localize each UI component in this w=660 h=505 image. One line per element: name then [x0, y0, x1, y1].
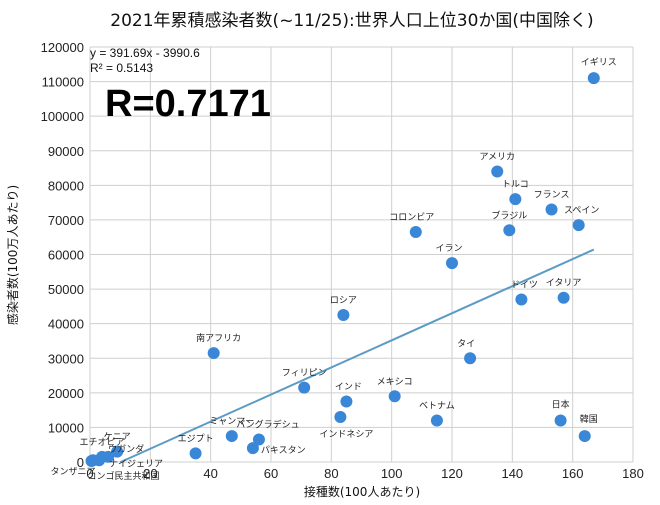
trendline-equation: y = 391.69x - 3990.6: [90, 46, 200, 60]
x-tick-label: 140: [501, 466, 523, 481]
point-label: ケニア: [104, 432, 131, 443]
y-tick-label: 10000: [48, 420, 84, 435]
point-label: インド: [335, 382, 362, 392]
data-point: [509, 193, 522, 206]
point-label: ミャンマー: [209, 417, 254, 427]
point-label: エチオピア: [80, 437, 125, 448]
data-point: [340, 395, 353, 408]
x-tick-label: 80: [324, 466, 338, 481]
data-point: [557, 291, 570, 304]
y-tick-label: 60000: [48, 248, 84, 263]
data-point: [409, 226, 422, 239]
point-label: スペイン: [564, 206, 599, 216]
data-point: [515, 293, 528, 306]
data-point: [554, 414, 567, 427]
point-label: タイ: [457, 338, 475, 349]
point-label: ナイジェリア: [109, 458, 163, 469]
y-tick-label: 0: [77, 455, 84, 470]
data-point: [572, 219, 585, 232]
point-label: ウガンダ: [108, 443, 144, 455]
point-label: ロシア: [330, 296, 357, 306]
data-point: [85, 454, 98, 467]
point-label: パキスタン: [261, 445, 306, 456]
point-label: ベトナム: [419, 401, 455, 412]
x-tick-label: 20: [143, 466, 157, 481]
data-point: [102, 450, 115, 463]
data-point: [334, 411, 347, 424]
data-point: [207, 347, 220, 360]
r-squared-label: R² = 0.5143: [90, 61, 153, 75]
r-value-label: R=0.7171: [105, 83, 271, 125]
y-tick-label: 70000: [48, 213, 84, 228]
data-point: [587, 72, 600, 85]
point-label: バングラデシュ: [236, 419, 299, 431]
point-label: コンゴ民主共和国: [88, 470, 160, 482]
point-label: ドイツ: [511, 280, 538, 290]
point-label: コロンビア: [389, 212, 434, 223]
y-tick-label: 40000: [48, 317, 84, 332]
y-tick-label: 110000: [42, 75, 84, 90]
x-tick-label: 120: [441, 466, 463, 481]
y-tick-label: 50000: [48, 282, 84, 297]
data-point: [189, 447, 202, 460]
point-label: イラン: [435, 243, 462, 254]
data-point: [491, 165, 504, 178]
point-label: メキシコ: [377, 377, 413, 387]
grid-lines: [89, 46, 634, 463]
x-tick-label: 40: [203, 466, 217, 481]
x-axis-ticks: 0 20 40 60 80 100 120 140 160 180: [86, 466, 643, 481]
point-label: インドネシア: [319, 429, 373, 440]
point-label: 日本: [552, 399, 570, 411]
data-point: [252, 433, 265, 446]
point-label: フランス: [534, 190, 570, 201]
data-points: [85, 72, 600, 467]
x-axis-title: 接種数(100人あたり): [304, 484, 420, 499]
point-label: エジプト: [178, 433, 214, 444]
x-tick-label: 60: [264, 466, 278, 481]
point-label: タンザニア: [51, 466, 96, 477]
point-label: ブラジル: [491, 209, 527, 221]
chart-title: 2021年累積感染者数(~11/25):世界人口上位30か国(中国除く): [110, 11, 593, 31]
data-point: [578, 430, 591, 443]
point-label: 南アフリカ: [196, 332, 241, 344]
x-tick-label: 0: [86, 466, 93, 481]
data-point: [545, 203, 558, 216]
data-point: [225, 430, 238, 443]
data-point: [430, 414, 443, 427]
x-tick-label: 160: [562, 466, 584, 481]
y-tick-label: 80000: [48, 178, 84, 193]
data-point: [503, 224, 516, 237]
y-tick-label: 30000: [48, 351, 84, 366]
trendline-line: [119, 248, 595, 464]
y-tick-label: 100000: [41, 109, 84, 124]
point-label: イギリス: [581, 57, 617, 68]
trendline: [119, 248, 595, 464]
point-label: トルコ: [502, 180, 529, 190]
y-axis-title: 感染者数(100万人あたり): [5, 185, 20, 325]
y-tick-label: 90000: [48, 144, 84, 159]
data-point: [446, 257, 458, 270]
point-label: アメリカ: [479, 152, 515, 163]
point-label: 韓国: [580, 414, 598, 425]
y-axis-ticks: 0 10000 20000 30000 40000 50000 60000 70000 8000…: [41, 40, 84, 470]
data-point: [246, 442, 259, 455]
data-point: [111, 445, 124, 458]
data-point: [298, 381, 311, 394]
x-tick-label: 100: [381, 466, 403, 481]
y-tick-label: 120000: [41, 40, 84, 55]
y-tick-label: 20000: [48, 386, 84, 401]
point-label: イタリア: [546, 278, 582, 289]
data-point: [388, 390, 401, 403]
data-point: [464, 352, 477, 365]
point-label: フィリピン: [282, 368, 327, 379]
x-tick-label: 180: [622, 466, 644, 481]
data-point: [337, 309, 350, 322]
